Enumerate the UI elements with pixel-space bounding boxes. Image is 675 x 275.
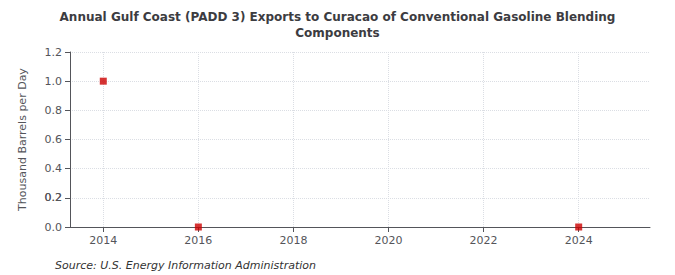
svg-text:Components: Components xyxy=(295,26,380,40)
svg-text:0.4: 0.4 xyxy=(45,162,63,175)
svg-text:0.8: 0.8 xyxy=(45,104,63,117)
svg-text:1.0: 1.0 xyxy=(45,75,63,88)
svg-text:Thousand Barrels per Day: Thousand Barrels per Day xyxy=(16,68,29,212)
svg-text:2014: 2014 xyxy=(89,234,117,247)
svg-text:0.0: 0.0 xyxy=(45,221,63,234)
svg-text:Source: U.S. Energy Informatio: Source: U.S. Energy Information Administ… xyxy=(55,259,316,272)
svg-text:1.2: 1.2 xyxy=(45,46,63,59)
svg-text:Annual Gulf Coast (PADD 3) Exp: Annual Gulf Coast (PADD 3) Exports to Cu… xyxy=(60,10,616,24)
svg-text:2018: 2018 xyxy=(279,234,307,247)
svg-text:2020: 2020 xyxy=(375,234,403,247)
svg-text:0.2: 0.2 xyxy=(45,191,63,204)
svg-text:2024: 2024 xyxy=(565,234,593,247)
svg-text:2022: 2022 xyxy=(470,234,498,247)
svg-text:2016: 2016 xyxy=(184,234,212,247)
svg-text:0.6: 0.6 xyxy=(45,133,63,146)
svg-text:0.2: 0.2 xyxy=(45,191,63,204)
